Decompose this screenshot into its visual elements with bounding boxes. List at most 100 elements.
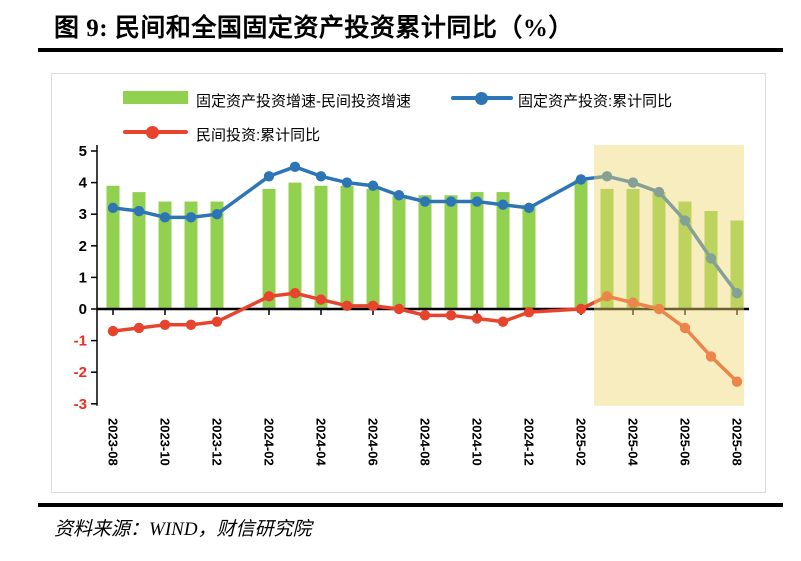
fai-marker-2024-07 bbox=[393, 190, 405, 201]
fai-marker-2024-03 bbox=[289, 161, 301, 172]
private-marker-2025-03 bbox=[601, 291, 613, 302]
bar-2024-08 bbox=[418, 195, 432, 309]
legend-dot-fai bbox=[475, 91, 488, 105]
bar-2025-06 bbox=[678, 201, 692, 309]
footer-rule bbox=[38, 503, 783, 507]
private-marker-2024-12 bbox=[523, 306, 535, 318]
y-tick-label: 1 bbox=[79, 269, 87, 286]
x-tick-label: 2024-06 bbox=[366, 418, 381, 466]
private-marker-2025-05 bbox=[653, 303, 665, 315]
private-marker-2023-12 bbox=[211, 316, 223, 327]
bar-2023-11 bbox=[184, 201, 198, 309]
bar-2025-05 bbox=[652, 192, 666, 309]
bar-2024-04 bbox=[314, 185, 328, 309]
x-tick-label: 2024-12 bbox=[522, 418, 537, 466]
fai-marker-2025-06 bbox=[679, 215, 691, 226]
fai-marker-2024-11 bbox=[497, 199, 509, 210]
bar-2024-11 bbox=[496, 192, 510, 309]
y-tick-label: 3 bbox=[79, 206, 87, 223]
private-marker-2025-02 bbox=[575, 303, 587, 315]
y-tick-label: 0 bbox=[79, 301, 87, 318]
bar-2024-10 bbox=[470, 192, 484, 309]
bar-2024-02 bbox=[262, 188, 276, 309]
x-tick-label: 2025-08 bbox=[730, 418, 745, 466]
title-rule bbox=[38, 48, 783, 52]
bar-2025-03 bbox=[600, 188, 614, 309]
bar-2023-12 bbox=[210, 201, 224, 309]
bar-2025-04 bbox=[626, 188, 640, 309]
private-marker-2024-05 bbox=[341, 300, 353, 312]
private-marker-2024-10 bbox=[471, 313, 483, 324]
private-marker-2024-08 bbox=[419, 310, 431, 321]
private-marker-2025-06 bbox=[679, 322, 691, 334]
x-tick-label: 2024-02 bbox=[262, 418, 277, 466]
y-tick-label: 5 bbox=[79, 143, 87, 160]
fai-marker-2024-08 bbox=[419, 196, 431, 207]
fai-marker-2023-10 bbox=[159, 212, 171, 223]
fai-marker-2023-11 bbox=[185, 212, 197, 223]
fai-marker-2025-08 bbox=[731, 288, 743, 299]
bar-2023-10 bbox=[158, 201, 172, 309]
y-tick-label: 2 bbox=[79, 238, 87, 255]
private-marker-2024-04 bbox=[315, 294, 327, 305]
chart-panel: 固定资产投资增速-民间投资增速 固定资产投资:累计同比 民间投资:累计同比 5 4… bbox=[51, 73, 766, 493]
x-tick-label: 2025-02 bbox=[574, 418, 589, 466]
fai-marker-2024-05 bbox=[341, 177, 353, 188]
fai-marker-2023-09 bbox=[133, 205, 145, 217]
bar-2023-08 bbox=[106, 185, 120, 309]
fai-marker-2025-04 bbox=[627, 177, 639, 188]
private-marker-2024-02 bbox=[263, 291, 275, 302]
legend-label-bar-series: 固定资产投资增速-民间投资增速 bbox=[196, 93, 411, 110]
chart-title: 图 9: 民间和全国固定资产投资累计同比（%） bbox=[54, 15, 574, 42]
y-tick-label: -3 bbox=[74, 396, 87, 413]
bar-2024-07 bbox=[392, 195, 406, 309]
fai-marker-2024-02 bbox=[263, 171, 275, 182]
private-marker-2023-09 bbox=[133, 322, 145, 334]
fai-marker-2024-09 bbox=[445, 196, 457, 207]
legend-dot-private bbox=[146, 125, 159, 139]
y-tick-label: -2 bbox=[74, 364, 87, 381]
private-marker-2023-11 bbox=[185, 319, 197, 330]
bar-2024-09 bbox=[444, 195, 458, 309]
fai-marker-2024-04 bbox=[315, 171, 327, 182]
bar-2024-12 bbox=[522, 204, 536, 309]
private-marker-2025-04 bbox=[627, 297, 639, 308]
chart-plot: 5 4 3 2 1 0 -1 -2 -3 2023-08 2023-10 2023-12 2024-02… bbox=[74, 143, 749, 466]
fai-marker-2024-10 bbox=[471, 196, 483, 207]
bar-2024-05 bbox=[340, 185, 354, 309]
bar-2024-06 bbox=[366, 188, 380, 309]
fai-marker-2023-08 bbox=[107, 202, 119, 214]
fai-marker-2023-12 bbox=[211, 209, 223, 220]
x-tick-label: 2025-06 bbox=[678, 418, 693, 466]
private-marker-2024-06 bbox=[367, 300, 379, 312]
private-marker-2023-10 bbox=[159, 319, 171, 330]
x-tick-label: 2023-08 bbox=[106, 418, 121, 466]
fai-marker-2024-12 bbox=[523, 202, 535, 214]
x-tick-label: 2024-04 bbox=[314, 418, 329, 466]
fai-marker-2025-05 bbox=[653, 186, 665, 198]
private-marker-2023-08 bbox=[107, 325, 119, 337]
bar-2025-02 bbox=[574, 179, 588, 309]
source-line: 资料来源：WIND，财信研究院 bbox=[54, 519, 312, 540]
x-tick-label: 2024-08 bbox=[418, 418, 433, 466]
private-marker-2024-03 bbox=[289, 288, 301, 299]
x-tick-label: 2023-10 bbox=[158, 418, 173, 466]
legend-label-fai: 固定资产投资:累计同比 bbox=[518, 93, 673, 110]
private-marker-2025-08 bbox=[731, 376, 743, 387]
bar-2024-03 bbox=[288, 182, 302, 309]
private-marker-2024-07 bbox=[393, 303, 405, 315]
fai-marker-2025-07 bbox=[705, 253, 717, 264]
private-marker-2025-07 bbox=[705, 351, 717, 362]
legend-swatch-bar-series bbox=[123, 91, 188, 104]
private-marker-2024-09 bbox=[445, 310, 457, 321]
highlight-region bbox=[594, 145, 744, 406]
y-tick-label: 4 bbox=[79, 175, 88, 192]
fai-marker-2025-02 bbox=[575, 174, 587, 185]
y-tick-label: -1 bbox=[74, 333, 87, 350]
x-tick-label: 2025-04 bbox=[626, 418, 641, 466]
fai-marker-2024-06 bbox=[367, 180, 379, 191]
bar-2023-09 bbox=[132, 192, 146, 309]
legend-label-private: 民间投资:累计同比 bbox=[196, 127, 321, 144]
private-marker-2024-11 bbox=[497, 316, 509, 327]
